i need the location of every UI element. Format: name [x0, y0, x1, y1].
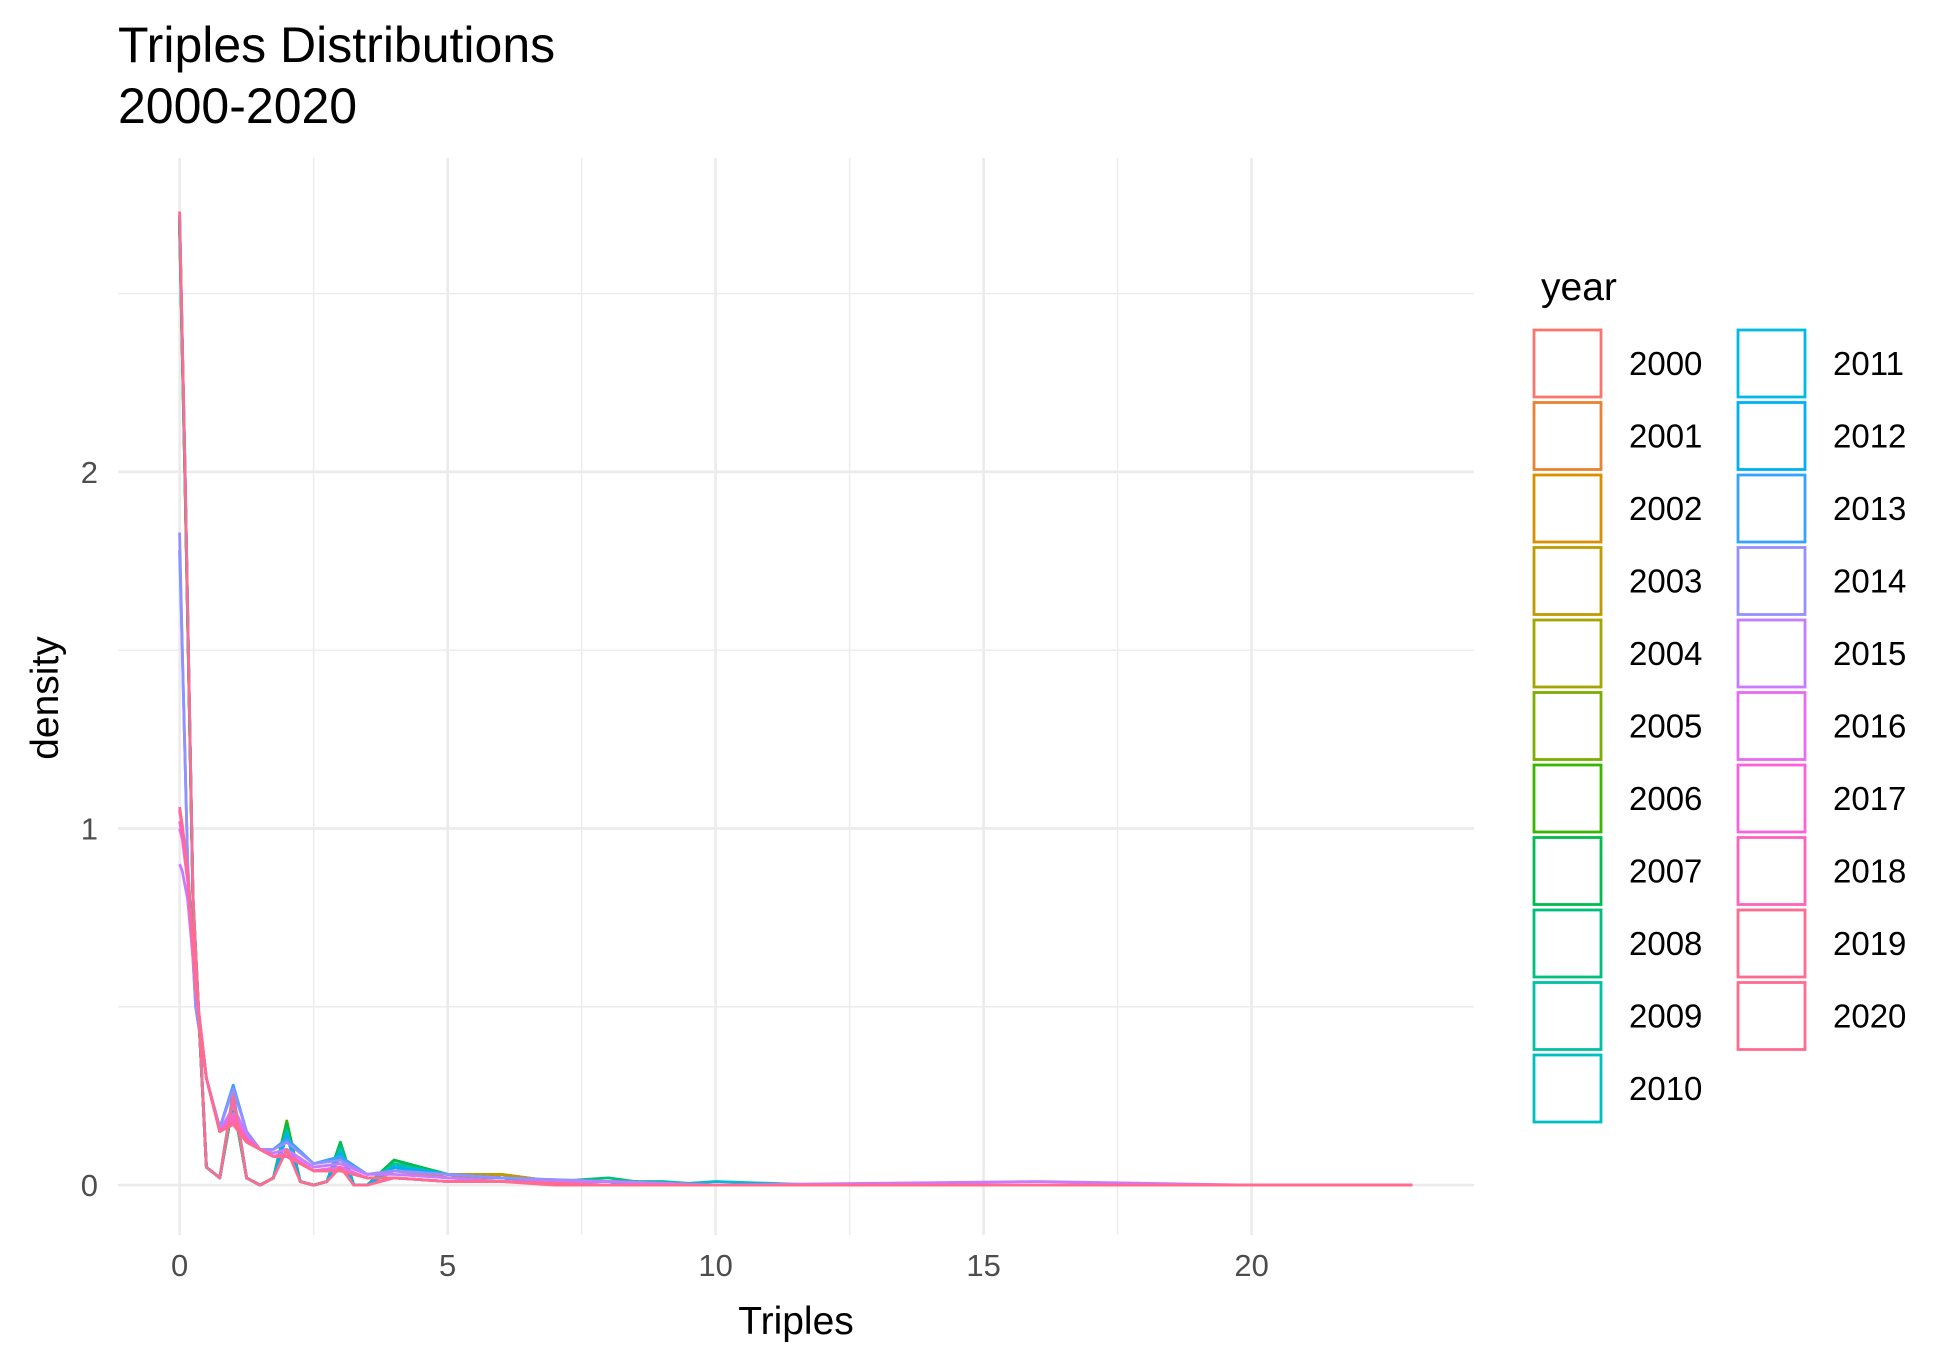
legend-label-2011: 2011	[1833, 345, 1904, 382]
legend-label-2005: 2005	[1629, 708, 1702, 745]
series-line-2020	[178, 211, 1413, 1187]
legend-key-2001	[1532, 401, 1603, 471]
legend-key-2000	[1532, 328, 1603, 399]
legend-label-2007: 2007	[1629, 853, 1702, 890]
legend-label-2010: 2010	[1629, 1070, 1702, 1107]
legend-label-2016: 2016	[1833, 708, 1906, 745]
legend-label-2017: 2017	[1833, 780, 1906, 817]
y-tick-label: 0	[81, 1168, 98, 1203]
y-tick-label: 1	[81, 811, 98, 846]
legend-label-2012: 2012	[1833, 418, 1906, 455]
legend-key-2017	[1736, 763, 1807, 834]
series-lines	[178, 211, 1413, 1187]
legend-label-2001: 2001	[1629, 418, 1702, 455]
legend-label-2018: 2018	[1833, 853, 1906, 890]
legend-title: year	[1541, 266, 1617, 309]
legend-key-2009	[1532, 981, 1603, 1051]
chart-title: Triples Distributions	[118, 17, 555, 73]
x-axis-ticks: 0 5 10 15 20	[171, 1248, 1269, 1283]
legend-label-2006: 2006	[1629, 780, 1702, 817]
x-axis-title: Triples	[738, 1300, 854, 1343]
legend-label-2019: 2019	[1833, 925, 1906, 962]
x-tick-label: 20	[1234, 1248, 1268, 1283]
legend-label-2003: 2003	[1629, 563, 1702, 600]
legend-label-2013: 2013	[1833, 490, 1906, 527]
legend-label-2008: 2008	[1629, 925, 1702, 962]
legend-key-2007	[1532, 836, 1603, 906]
y-axis-ticks: 0 1 2	[81, 455, 98, 1203]
legend: 2000 2001 2002 2003 2004 2005 2006 2007 2008 2009…	[1532, 328, 1906, 1124]
legend-key-2012	[1736, 401, 1807, 471]
x-tick-label: 5	[439, 1248, 456, 1283]
legend-key-2019	[1736, 908, 1807, 979]
x-tick-label: 10	[698, 1248, 732, 1283]
chart-subtitle: 2000-2020	[118, 78, 357, 134]
legend-label-2004: 2004	[1629, 635, 1702, 672]
legend-label-2014: 2014	[1833, 563, 1906, 600]
legend-label-2000: 2000	[1629, 345, 1702, 382]
legend-key-2006	[1532, 763, 1603, 834]
legend-key-2018	[1736, 836, 1807, 906]
legend-label-2002: 2002	[1629, 490, 1702, 527]
x-tick-label: 15	[966, 1248, 1000, 1283]
y-axis-title: density	[24, 636, 67, 760]
legend-key-2020	[1736, 981, 1807, 1051]
y-tick-label: 2	[81, 455, 98, 490]
legend-label-2009: 2009	[1629, 998, 1702, 1035]
legend-key-2015	[1736, 618, 1807, 689]
legend-key-2010	[1532, 1053, 1603, 1124]
legend-key-2014	[1736, 546, 1807, 616]
legend-key-2011	[1736, 328, 1807, 399]
legend-key-2008	[1532, 908, 1603, 979]
legend-key-2013	[1736, 473, 1807, 544]
legend-key-2002	[1532, 473, 1603, 544]
x-tick-label: 0	[171, 1248, 188, 1283]
legend-label-2020: 2020	[1833, 998, 1906, 1035]
legend-key-2005	[1532, 691, 1603, 761]
legend-label-2015: 2015	[1833, 635, 1906, 672]
legend-key-2016	[1736, 691, 1807, 761]
legend-key-2003	[1532, 546, 1603, 616]
legend-key-2004	[1532, 618, 1603, 689]
